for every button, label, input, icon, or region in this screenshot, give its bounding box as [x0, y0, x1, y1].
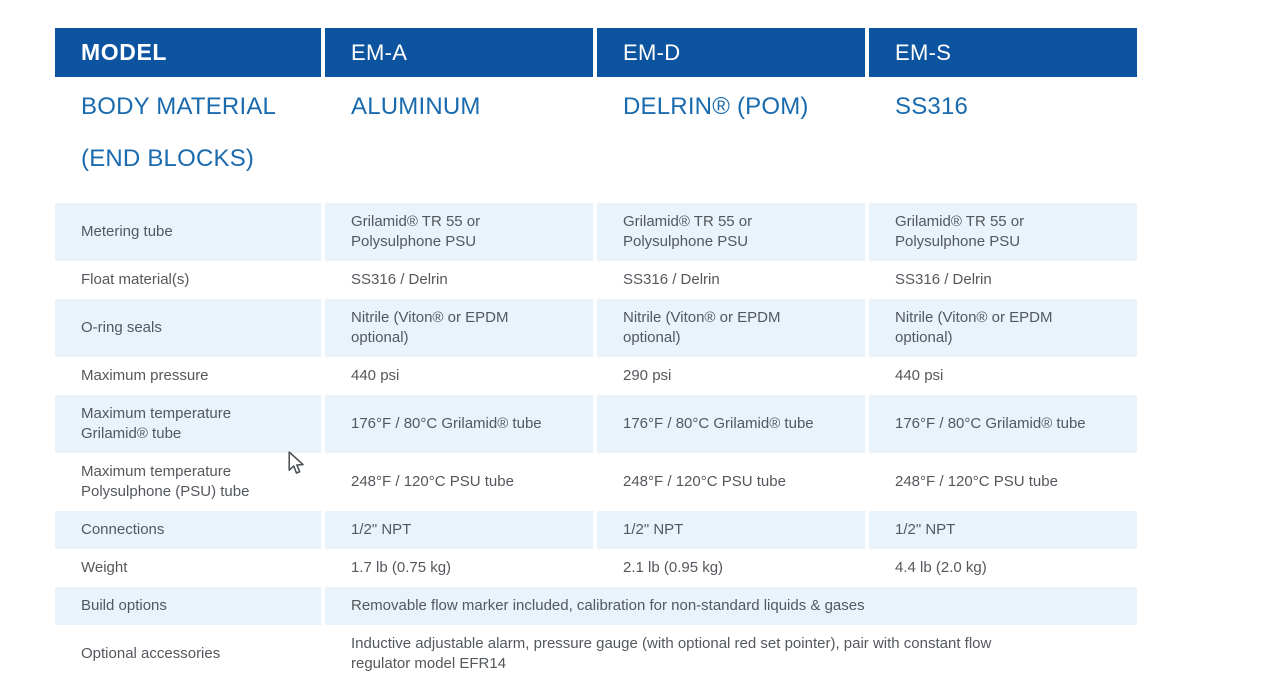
table-row-oring-seals: O-ring seals Nitrile (Viton® or EPDM opt… — [55, 299, 1137, 357]
body-material-value-text: SS316 — [895, 93, 969, 120]
row-value: Grilamid® TR 55 or Polysulphone PSU — [325, 203, 593, 261]
row-value: 1/2" NPT — [325, 511, 593, 549]
row-label: O-ring seals — [55, 299, 321, 357]
body-material-value-text: ALUMINUM — [351, 93, 481, 120]
body-material-value-text: DELRIN® (POM) — [623, 93, 809, 120]
table-row-metering-tube: Metering tube Grilamid® TR 55 or Polysul… — [55, 203, 1137, 261]
row-value: Nitrile (Viton® or EPDM optional) — [325, 299, 593, 357]
row-label: Maximum temperature Grilamid® tube — [55, 395, 321, 453]
spec-comparison-table: MODEL EM-A EM-D EM-S BODY MATERIAL (END … — [51, 28, 1141, 683]
row-value: SS316 / Delrin — [351, 271, 448, 288]
row-label: Metering tube — [55, 203, 321, 261]
row-value: 248°F / 120°C PSU tube — [895, 473, 1058, 490]
table-row-max-temp-psu: Maximum temperature Polysulphone (PSU) t… — [55, 453, 1137, 511]
row-value: SS316 / Delrin — [623, 271, 720, 288]
row-value: SS316 / Delrin — [895, 271, 992, 288]
body-material-row: BODY MATERIAL (END BLOCKS) ALUMINUM DELR… — [55, 77, 1137, 203]
body-material-label-line2: (END BLOCKS) — [81, 145, 255, 172]
table-row-max-temp-grilamid: Maximum temperature Grilamid® tube 176°F… — [55, 395, 1137, 453]
row-value: 176°F / 80°C Grilamid® tube — [325, 395, 593, 453]
row-value: Nitrile (Viton® or EPDM optional) — [597, 299, 865, 357]
row-label: Weight — [81, 559, 128, 576]
column-header-em-s: EM-S — [869, 28, 1137, 77]
row-value: 248°F / 120°C PSU tube — [351, 473, 514, 490]
table-row-optional-accessories: Optional accessories Inductive adjustabl… — [55, 625, 1137, 683]
row-label: Build options — [55, 587, 321, 625]
column-header-em-a: EM-A — [325, 28, 593, 77]
row-value: 248°F / 120°C PSU tube — [623, 473, 786, 490]
body-material-label-line1: BODY MATERIAL — [81, 93, 277, 120]
row-value: 440 psi — [895, 367, 944, 384]
row-value: 1/2" NPT — [597, 511, 865, 549]
row-value: Grilamid® TR 55 or Polysulphone PSU — [869, 203, 1137, 261]
table-row-build-options: Build options Removable flow marker incl… — [55, 587, 1137, 625]
body-material-label: BODY MATERIAL (END BLOCKS) — [55, 77, 321, 203]
body-material-value-em-s: SS316 — [869, 77, 1137, 203]
row-label: Maximum temperature Polysulphone (PSU) t… — [81, 463, 250, 500]
row-value: 1.7 lb (0.75 kg) — [351, 559, 452, 576]
row-value: 440 psi — [351, 367, 400, 384]
column-header-em-d: EM-D — [597, 28, 865, 77]
body-material-value-em-d: DELRIN® (POM) — [597, 77, 865, 203]
table-row-weight: Weight 1.7 lb (0.75 kg) 2.1 lb (0.95 kg)… — [55, 549, 1137, 587]
row-label: Maximum pressure — [81, 367, 209, 384]
table-row-max-pressure: Maximum pressure 440 psi 290 psi 440 psi — [55, 357, 1137, 395]
column-header-model: MODEL — [55, 28, 321, 77]
row-value: 4.4 lb (2.0 kg) — [895, 559, 987, 576]
row-value: 176°F / 80°C Grilamid® tube — [869, 395, 1137, 453]
row-value-merged: Removable flow marker included, calibrat… — [325, 587, 1137, 625]
row-label: Float material(s) — [81, 271, 190, 288]
row-value: 2.1 lb (0.95 kg) — [623, 559, 724, 576]
table-header-row: MODEL EM-A EM-D EM-S — [55, 28, 1137, 77]
row-label: Connections — [55, 511, 321, 549]
table-row-float-material: Float material(s) SS316 / Delrin SS316 /… — [55, 261, 1137, 299]
row-value-merged: Inductive adjustable alarm, pressure gau… — [351, 635, 992, 672]
row-value: Grilamid® TR 55 or Polysulphone PSU — [597, 203, 865, 261]
row-value: 1/2" NPT — [869, 511, 1137, 549]
body-material-value-em-a: ALUMINUM — [325, 77, 593, 203]
row-label: Optional accessories — [81, 645, 221, 662]
row-value: Nitrile (Viton® or EPDM optional) — [869, 299, 1137, 357]
table-row-connections: Connections 1/2" NPT 1/2" NPT 1/2" NPT — [55, 511, 1137, 549]
row-value: 176°F / 80°C Grilamid® tube — [597, 395, 865, 453]
row-value: 290 psi — [623, 367, 672, 384]
